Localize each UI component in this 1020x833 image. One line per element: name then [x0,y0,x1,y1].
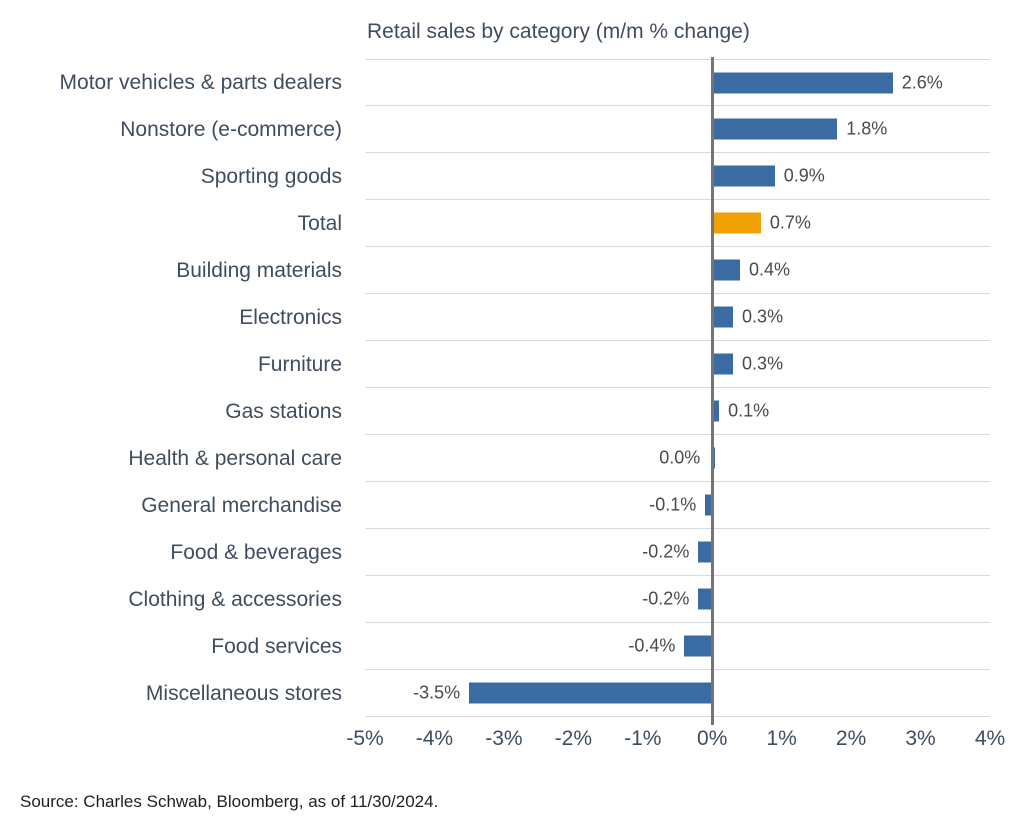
value-label: 0.9% [783,165,825,186]
chart-row: Building materials 0.4% [0,247,1020,294]
x-tick-label: -1% [624,727,662,750]
bar [712,212,761,234]
x-tick-label: -2% [554,727,593,750]
bar [684,635,713,657]
bar [712,165,775,187]
plot-cell: 0.1% [365,388,990,435]
x-tick-label: 3% [905,727,936,750]
zero-axis-line [711,57,715,725]
bar [698,541,713,563]
x-axis: -5% -4% -3% -2% -1% 0% 1% 2% 3% 4% [346,727,1005,761]
x-tick-label: 2% [835,727,867,750]
value-label: 0.1% [728,400,770,421]
chart-row: Food & beverages -0.2% [0,529,1020,576]
plot-cell: 0.4% [365,247,990,294]
chart-row: Food services -0.4% [0,623,1020,670]
plot-cell: -0.2% [365,529,990,576]
category-label: Clothing & accessories [128,587,342,611]
chart-row: Health & personal care 0.0% [0,435,1020,482]
category-label: Furniture [257,352,342,376]
plot-cell: 1.8% [365,106,990,153]
category-label: Building materials [176,258,342,282]
category-label: Health & personal care [128,446,342,470]
category-label: Sporting goods [200,164,342,188]
category-label: Miscellaneous stores [145,681,342,705]
category-label: Food services [211,634,342,658]
value-label: 0.3% [742,306,784,327]
chart-row: Miscellaneous stores -3.5% [0,670,1020,717]
bar [469,682,713,704]
x-tick-label: -4% [415,727,454,750]
x-tick-label: 0% [697,727,728,750]
bar [712,259,740,281]
plot-cell: -0.2% [365,576,990,623]
x-tick-label: 4% [974,727,1006,750]
bar [712,72,893,93]
bar [712,306,734,328]
plot-cell: -0.1% [365,482,990,529]
x-tick-label: -5% [346,727,384,750]
chart-row: Gas stations 0.1% [0,388,1020,435]
plot-cell: -0.4% [365,623,990,670]
source-note: Source: Charles Schwab, Bloomberg, as of… [20,792,439,811]
value-label: 0.0% [659,447,701,468]
value-label: 0.4% [749,259,791,280]
category-label: Electronics [239,305,342,329]
category-label: Total [297,211,342,235]
category-label: Motor vehicles & parts dealers [59,70,342,94]
value-label: -0.1% [649,494,697,515]
chart-row: Total 0.7% [0,200,1020,247]
bar-rows: Motor vehicles & parts dealers 2.6% Nonsto… [0,59,1020,717]
value-label: 0.7% [769,212,811,233]
x-tick-label: -3% [485,727,523,750]
bar [712,400,720,422]
value-label: 1.8% [846,118,888,139]
chart-title: Retail sales by category (m/m % change) [367,20,750,43]
category-label: General merchandise [141,493,342,517]
plot-cell: 0.7% [365,200,990,247]
chart-row: Nonstore (e-commerce) 1.8% [0,106,1020,153]
value-label: -3.5% [413,682,461,703]
category-label: Nonstore (e-commerce) [120,117,342,141]
category-label: Food & beverages [170,540,342,564]
plot-cell: 0.3% [365,294,990,341]
chart-row: General merchandise -0.1% [0,482,1020,529]
plot-area: Motor vehicles & parts dealers 2.6% Nonsto… [0,57,1020,725]
category-label: Gas stations [225,399,342,423]
chart-row: Sporting goods 0.9% [0,153,1020,200]
value-label: -0.2% [642,541,690,562]
chart-row: Furniture 0.3% [0,341,1020,388]
plot-cell: 2.6% [365,59,990,106]
x-tick-label: 1% [766,727,797,750]
plot-cell: 0.9% [365,153,990,200]
bar [712,118,838,140]
value-label: -0.2% [642,588,690,609]
plot-cell: 0.3% [365,341,990,388]
chart-row: Motor vehicles & parts dealers 2.6% [0,59,1020,106]
chart-row: Clothing & accessories -0.2% [0,576,1020,623]
chart-row: Electronics 0.3% [0,294,1020,341]
plot-cell: -3.5% [365,670,990,717]
value-label: 0.3% [742,353,784,374]
value-label: -0.4% [628,635,676,656]
bar [712,353,734,375]
bar [705,494,713,516]
bar [698,588,713,610]
value-label: 2.6% [901,72,943,92]
plot-cell: 0.0% [365,435,990,482]
